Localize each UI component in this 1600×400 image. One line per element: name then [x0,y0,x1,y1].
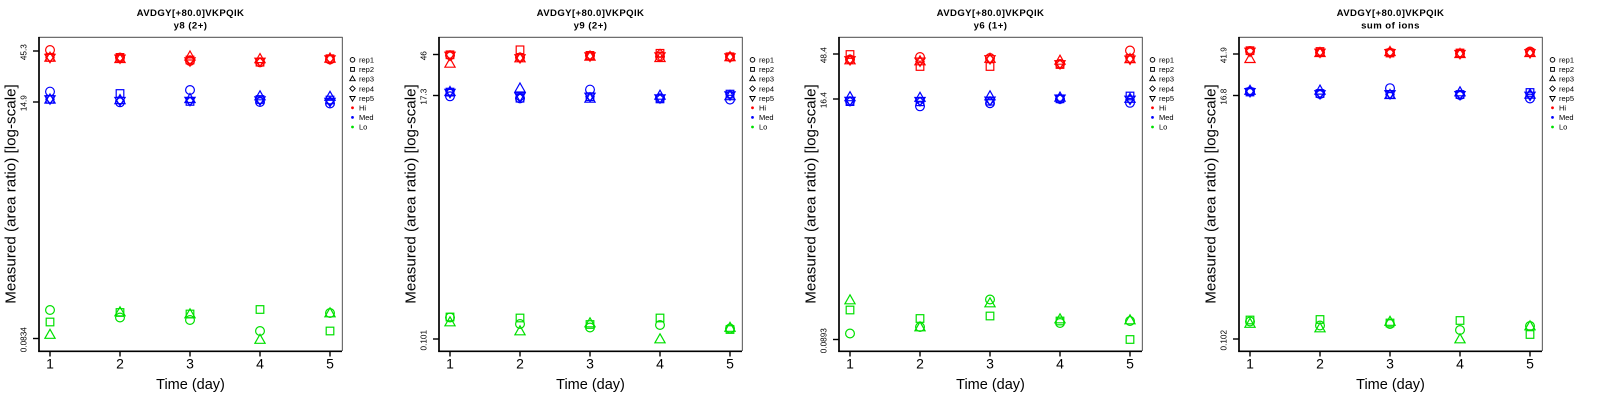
svg-text:rep2: rep2 [359,65,374,74]
svg-text:2: 2 [116,356,124,372]
svg-text:rep2: rep2 [1159,65,1174,74]
svg-text:rep3: rep3 [1159,75,1174,84]
svg-text:1: 1 [846,356,854,372]
svg-text:rep5: rep5 [1159,94,1174,103]
svg-text:Lo: Lo [1559,123,1567,132]
svg-text:5: 5 [1526,356,1534,372]
svg-text:rep2: rep2 [1559,65,1574,74]
svg-text:Measured (area ratio) [log-sca: Measured (area ratio) [log-scale] [803,84,820,303]
svg-text:AVDGY[+80.0]VKPQIK: AVDGY[+80.0]VKPQIK [537,8,645,19]
svg-text:rep4: rep4 [759,84,774,93]
svg-text:Med: Med [359,113,374,122]
svg-text:2: 2 [916,356,924,372]
svg-text:rep4: rep4 [1559,84,1574,93]
svg-text:4: 4 [1456,356,1464,372]
svg-text:Med: Med [1559,113,1574,122]
svg-text:Lo: Lo [1159,123,1167,132]
svg-text:rep5: rep5 [359,94,374,103]
svg-text:AVDGY[+80.0]VKPQIK: AVDGY[+80.0]VKPQIK [137,8,245,19]
svg-text:5: 5 [326,356,334,372]
svg-text:Hi: Hi [1159,104,1166,113]
svg-text:Time (day): Time (day) [156,377,225,393]
svg-text:Time (day): Time (day) [1356,377,1425,393]
svg-text:0.0893: 0.0893 [820,328,829,353]
svg-text:rep3: rep3 [359,75,374,84]
svg-text:Med: Med [1159,113,1174,122]
svg-text:5: 5 [726,356,734,372]
svg-text:Med: Med [759,113,774,122]
svg-text:45.3: 45.3 [20,44,29,60]
svg-text:Lo: Lo [759,123,767,132]
svg-text:rep5: rep5 [759,94,774,103]
svg-text:y6 (1+): y6 (1+) [974,21,1008,32]
svg-text:Hi: Hi [759,104,766,113]
svg-text:rep1: rep1 [1559,56,1574,65]
svg-text:rep4: rep4 [1159,84,1174,93]
svg-text:Time (day): Time (day) [956,377,1025,393]
svg-text:3: 3 [986,356,994,372]
svg-text:41.9: 41.9 [1220,47,1229,63]
svg-text:1: 1 [46,356,54,372]
svg-text:0.102: 0.102 [1220,330,1229,351]
svg-text:5: 5 [1126,356,1134,372]
svg-text:4: 4 [656,356,664,372]
svg-text:14.9: 14.9 [20,95,29,111]
svg-text:17.3: 17.3 [420,88,429,104]
svg-text:46: 46 [420,51,429,61]
svg-text:3: 3 [586,356,594,372]
svg-text:Hi: Hi [359,104,366,113]
svg-text:rep4: rep4 [359,84,374,93]
svg-text:AVDGY[+80.0]VKPQIK: AVDGY[+80.0]VKPQIK [1337,8,1445,19]
svg-text:rep2: rep2 [759,65,774,74]
svg-text:2: 2 [1316,356,1324,372]
svg-text:Measured (area ratio) [log-sca: Measured (area ratio) [log-scale] [1203,84,1220,303]
svg-text:16.4: 16.4 [820,92,829,108]
svg-text:y8 (2+): y8 (2+) [174,21,208,32]
svg-text:Measured (area ratio) [log-sca: Measured (area ratio) [log-scale] [3,84,20,303]
svg-text:48.4: 48.4 [820,47,829,63]
svg-text:2: 2 [516,356,524,372]
svg-text:0.0834: 0.0834 [20,327,29,352]
svg-text:1: 1 [1246,356,1254,372]
svg-text:Measured (area ratio) [log-sca: Measured (area ratio) [log-scale] [403,84,420,303]
svg-text:4: 4 [1056,356,1064,372]
svg-text:16.8: 16.8 [1220,88,1229,104]
svg-text:Time (day): Time (day) [556,377,625,393]
svg-text:rep1: rep1 [359,56,374,65]
svg-text:AVDGY[+80.0]VKPQIK: AVDGY[+80.0]VKPQIK [937,8,1045,19]
svg-text:rep1: rep1 [1159,56,1174,65]
svg-text:rep3: rep3 [1559,75,1574,84]
svg-text:rep5: rep5 [1559,94,1574,103]
svg-text:3: 3 [186,356,194,372]
svg-text:Hi: Hi [1559,104,1566,113]
svg-text:0.101: 0.101 [420,330,429,351]
svg-text:rep1: rep1 [759,56,774,65]
svg-text:y9 (2+): y9 (2+) [574,21,608,32]
svg-text:3: 3 [1386,356,1394,372]
svg-text:1: 1 [446,356,454,372]
svg-text:Lo: Lo [359,123,367,132]
svg-text:rep3: rep3 [759,75,774,84]
svg-text:sum of ions: sum of ions [1361,21,1420,32]
svg-text:4: 4 [256,356,264,372]
